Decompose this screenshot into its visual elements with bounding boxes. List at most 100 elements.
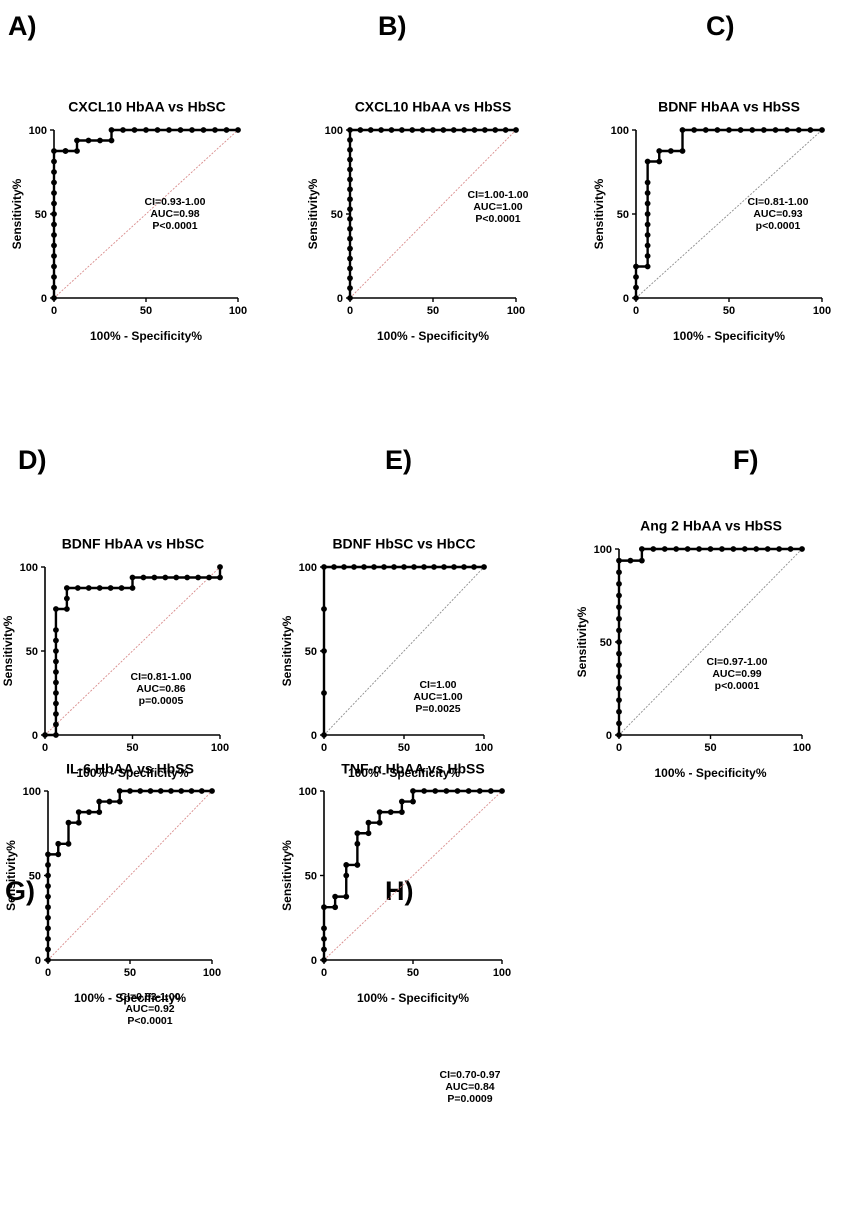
roc-point (321, 904, 327, 911)
roc-point (354, 830, 361, 837)
roc-point (616, 580, 622, 587)
roc-point (51, 242, 57, 249)
stat-annotation: AUC=0.92 (125, 1003, 174, 1015)
roc-point (51, 148, 57, 154)
roc-point (86, 809, 92, 816)
roc-point (332, 904, 339, 911)
roc-point (51, 200, 57, 207)
roc-panel-g: G) IL-6 HbAA vs HbSS 0 50 100 0 50 100 100% - Sp… (4, 761, 221, 1027)
y-tick-label: 100 (594, 544, 612, 556)
roc-point (432, 788, 439, 794)
roc-point (633, 284, 639, 291)
roc-point (398, 127, 405, 133)
roc-point (776, 546, 783, 552)
y-tick-label: 50 (600, 637, 612, 649)
chart-title: BDNF HbSC vs HbCC (332, 536, 475, 552)
x-axis-label: 100% - Specificity% (673, 329, 785, 343)
roc-point (702, 127, 709, 133)
roc-point (419, 127, 426, 133)
roc-point (166, 127, 172, 133)
roc-point (53, 721, 59, 728)
x-tick-label: 100 (475, 742, 493, 754)
chart-title: TNF-α HbAA vs HbSS (341, 761, 484, 777)
roc-point (347, 275, 353, 282)
roc-point (644, 242, 651, 249)
roc-point (116, 788, 123, 794)
roc-point (616, 662, 622, 669)
roc-point (321, 732, 327, 738)
roc-point (321, 648, 327, 654)
roc-point (737, 127, 744, 133)
roc-point (661, 546, 668, 552)
roc-point (616, 627, 622, 634)
roc-point (443, 788, 450, 794)
roc-point (53, 679, 59, 686)
roc-point (616, 592, 622, 599)
roc-point (127, 788, 133, 794)
roc-point (45, 862, 51, 868)
roc-point (347, 295, 353, 301)
roc-point (65, 819, 72, 826)
x-tick-label: 0 (45, 967, 51, 979)
roc-point (45, 893, 51, 900)
roc-point (465, 788, 472, 794)
roc-point (85, 585, 92, 591)
roc-point (644, 200, 651, 207)
roc-point (644, 190, 651, 196)
x-tick-label: 50 (126, 742, 138, 754)
roc-panel-f: F) Ang 2 HbAA vs HbSS 0 50 100 0 50 100 100% - S… (575, 445, 811, 780)
roc-point (347, 255, 353, 262)
roc-point (331, 564, 337, 570)
roc-point (321, 690, 327, 696)
y-axis-label: Sensitivity% (592, 178, 606, 249)
roc-point (45, 935, 51, 942)
roc-point (347, 235, 353, 242)
roc-point (55, 851, 62, 858)
roc-point (74, 148, 80, 154)
panel-letter: C) (706, 11, 735, 41)
roc-point (633, 295, 639, 301)
roc-point (730, 546, 737, 552)
roc-point (55, 840, 62, 847)
roc-point (347, 265, 353, 272)
roc-point (51, 274, 57, 280)
roc-point (616, 685, 622, 692)
roc-point (361, 564, 367, 570)
roc-point (347, 206, 353, 213)
roc-point (440, 127, 447, 133)
roc-point (45, 883, 51, 889)
roc-point (321, 946, 327, 953)
roc-point (347, 186, 353, 193)
roc-point (638, 546, 645, 552)
x-tick-label: 50 (407, 967, 419, 979)
stat-annotation: CI=0.70-0.97 (439, 1069, 500, 1081)
x-tick-label: 100 (229, 305, 247, 317)
x-tick-label: 0 (42, 742, 48, 754)
roc-point (787, 546, 794, 552)
roc-point (53, 637, 59, 644)
y-tick-label: 50 (35, 209, 47, 221)
roc-point (51, 190, 57, 196)
chart-title: IL-6 HbAA vs HbSS (66, 761, 194, 777)
roc-point (173, 574, 180, 581)
roc-point (51, 169, 57, 175)
roc-point (96, 809, 103, 816)
roc-point (387, 809, 394, 816)
roc-point (45, 851, 51, 858)
roc-point (726, 127, 732, 133)
roc-point (421, 564, 427, 570)
stat-annotation: P<0.0001 (475, 213, 520, 225)
roc-point (343, 862, 350, 868)
roc-point (430, 127, 436, 133)
y-tick-label: 0 (32, 730, 38, 742)
y-tick-label: 100 (299, 786, 317, 798)
roc-point (354, 840, 361, 847)
roc-point (410, 798, 416, 805)
roc-point (650, 546, 657, 552)
roc-point (819, 127, 825, 133)
roc-panel-h: H) TNF-α HbAA vs HbSS 0 50 100 0 50 100 100% - S… (280, 761, 511, 1105)
stat-annotation: CI=0.97-1.00 (706, 656, 767, 668)
x-tick-label: 100 (507, 305, 525, 317)
y-tick-label: 50 (305, 871, 317, 883)
roc-point (347, 225, 353, 232)
